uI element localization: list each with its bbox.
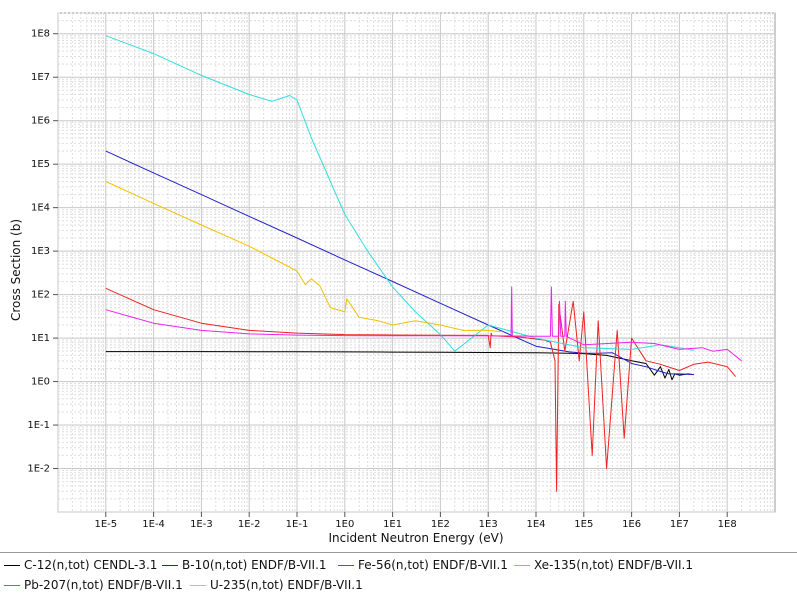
x-tick-label: 1E-1 bbox=[286, 519, 309, 530]
x-tick-label: 1E2 bbox=[431, 519, 450, 530]
legend-label-u235: U-235(n,tot) ENDF/B-VII.1 bbox=[210, 578, 363, 592]
y-tick-label: 1E3 bbox=[31, 246, 50, 257]
y-tick-label: 1E6 bbox=[31, 116, 50, 127]
x-tick-label: 1E-4 bbox=[142, 519, 165, 530]
legend-label-c12: C-12(n,tot) CENDL-3.1 bbox=[24, 558, 158, 572]
x-tick-label: 1E-2 bbox=[238, 519, 261, 530]
axis-ticks bbox=[53, 33, 728, 517]
plot-area-frame bbox=[57, 12, 776, 513]
y-tick-label: 1E7 bbox=[31, 72, 50, 83]
legend-item-xe135: Xe-135(n,tot) ENDF/B-VII.1 bbox=[514, 558, 693, 572]
x-tick-label: 1E-5 bbox=[94, 519, 117, 530]
grid-lines bbox=[57, 12, 775, 513]
tick-labels: 1E-5 1E-4 1E-3 1E-2 1E-1 1E0 1E1 1E2 1E3 1E4 1E5 1E… bbox=[27, 29, 736, 530]
y-tick-label: 1E0 bbox=[31, 377, 50, 388]
legend-item-pb207: Pb-207(n,tot) ENDF/B-VII.1 bbox=[4, 578, 183, 592]
x-tick-label: 1E0 bbox=[335, 519, 354, 530]
y-tick-label: 1E5 bbox=[31, 159, 50, 170]
x-tick-label: 1E4 bbox=[526, 519, 545, 530]
x-tick-label: 1E3 bbox=[479, 519, 498, 530]
legend-item-u235: U-235(n,tot) ENDF/B-VII.1 bbox=[190, 578, 363, 592]
y-tick-label: 1E4 bbox=[31, 203, 50, 214]
y-tick-label: 1E1 bbox=[31, 333, 50, 344]
cross-section-chart: 1E-5 1E-4 1E-3 1E-2 1E-1 1E0 1E1 1E2 1E3 1E4 1E5 1E… bbox=[9, 12, 776, 545]
y-tick-label: 1E-2 bbox=[27, 464, 50, 475]
series-fe56-line bbox=[105, 287, 736, 492]
legend-item-b10: B-10(n,tot) ENDF/B-VII.1 bbox=[162, 558, 327, 572]
legend-swatch-b10 bbox=[162, 564, 178, 566]
y-tick-label: 1E-1 bbox=[27, 420, 50, 431]
legend-swatch-fe56 bbox=[338, 564, 354, 566]
x-tick-label: 1E6 bbox=[622, 519, 641, 530]
legend: C-12(n,tot) CENDL-3.1 B-10(n,tot) ENDF/B… bbox=[0, 552, 797, 599]
series-u235-line bbox=[105, 181, 503, 333]
legend-label-pb207: Pb-207(n,tot) ENDF/B-VII.1 bbox=[24, 578, 183, 592]
series-pb207-line bbox=[105, 286, 742, 362]
y-axis-title: Cross Section (b) bbox=[9, 219, 23, 321]
legend-item-c12: C-12(n,tot) CENDL-3.1 bbox=[4, 558, 157, 572]
x-tick-label: 1E5 bbox=[574, 519, 593, 530]
legend-label-fe56: Fe-56(n,tot) ENDF/B-VII.1 bbox=[358, 558, 508, 572]
legend-swatch-c12 bbox=[4, 564, 20, 566]
legend-swatch-u235 bbox=[190, 584, 206, 586]
legend-label-xe135: Xe-135(n,tot) ENDF/B-VII.1 bbox=[534, 558, 693, 572]
y-tick-label: 1E2 bbox=[31, 290, 50, 301]
x-tick-label: 1E7 bbox=[670, 519, 689, 530]
series-b10-line bbox=[105, 150, 694, 376]
x-tick-label: 1E8 bbox=[718, 519, 737, 530]
legend-swatch-xe135 bbox=[514, 564, 530, 566]
x-axis-title: Incident Neutron Energy (eV) bbox=[328, 531, 503, 545]
series-lines bbox=[105, 35, 742, 492]
series-xe135-line bbox=[105, 35, 694, 352]
y-tick-label: 1E8 bbox=[31, 29, 50, 40]
legend-label-b10: B-10(n,tot) ENDF/B-VII.1 bbox=[182, 558, 327, 572]
x-tick-label: 1E-3 bbox=[190, 519, 213, 530]
legend-swatch-pb207 bbox=[4, 584, 20, 586]
x-tick-label: 1E1 bbox=[383, 519, 402, 530]
legend-item-fe56: Fe-56(n,tot) ENDF/B-VII.1 bbox=[338, 558, 508, 572]
